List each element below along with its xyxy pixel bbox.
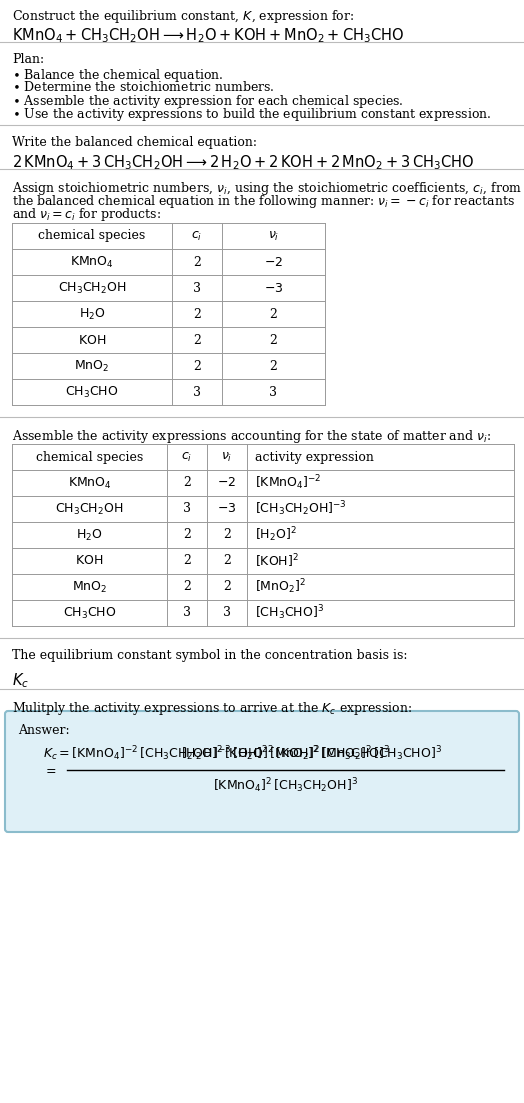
- Text: 2: 2: [223, 528, 231, 542]
- Text: 2: 2: [223, 555, 231, 568]
- Text: 3: 3: [193, 386, 201, 398]
- Text: $\mathrm{H_2O}$: $\mathrm{H_2O}$: [79, 307, 105, 322]
- Text: 2: 2: [269, 333, 277, 346]
- Text: 3: 3: [269, 386, 278, 398]
- Text: 2: 2: [269, 360, 277, 373]
- Text: $\mathrm{H_2O}$: $\mathrm{H_2O}$: [76, 527, 103, 543]
- Text: 2: 2: [193, 308, 201, 321]
- Text: $[\mathrm{CH_3CH_2OH}]^{-3}$: $[\mathrm{CH_3CH_2OH}]^{-3}$: [255, 500, 347, 518]
- Text: $=$: $=$: [43, 763, 57, 777]
- Text: Answer:: Answer:: [18, 724, 70, 737]
- Text: 2: 2: [183, 476, 191, 490]
- Text: $K_c$: $K_c$: [12, 671, 29, 689]
- Text: Assemble the activity expressions accounting for the state of matter and $\nu_i$: Assemble the activity expressions accoun…: [12, 428, 491, 445]
- Text: $[\mathrm{H_2O}]^{2}$: $[\mathrm{H_2O}]^{2}$: [255, 526, 297, 545]
- Text: $\nu_i$: $\nu_i$: [268, 229, 279, 243]
- Text: $\nu_i$: $\nu_i$: [221, 450, 233, 463]
- Text: $\bullet$ Determine the stoichiometric numbers.: $\bullet$ Determine the stoichiometric n…: [12, 81, 275, 94]
- Text: 2: 2: [183, 580, 191, 593]
- Text: 2: 2: [193, 256, 201, 268]
- Text: chemical species: chemical species: [38, 229, 146, 243]
- Text: activity expression: activity expression: [255, 450, 374, 463]
- Text: $\mathrm{2\, KMnO_4 + 3\, CH_3CH_2OH \longrightarrow 2\, H_2O + 2\, KOH + 2\, Mn: $\mathrm{2\, KMnO_4 + 3\, CH_3CH_2OH \lo…: [12, 153, 474, 172]
- FancyBboxPatch shape: [5, 711, 519, 832]
- Text: 2: 2: [183, 555, 191, 568]
- Text: $-3$: $-3$: [217, 503, 237, 515]
- Text: Construct the equilibrium constant, $K$, expression for:: Construct the equilibrium constant, $K$,…: [12, 8, 354, 25]
- Text: and $\nu_i = c_i$ for products:: and $\nu_i = c_i$ for products:: [12, 206, 161, 223]
- Text: $\mathrm{KOH}$: $\mathrm{KOH}$: [75, 555, 104, 568]
- Text: $-3$: $-3$: [264, 281, 283, 295]
- Text: 2: 2: [183, 528, 191, 542]
- Text: 2: 2: [269, 308, 277, 321]
- Text: $\bullet$ Use the activity expressions to build the equilibrium constant express: $\bullet$ Use the activity expressions t…: [12, 106, 492, 124]
- Text: $\mathrm{KOH}$: $\mathrm{KOH}$: [78, 333, 106, 346]
- Text: $[\mathrm{H_2O}]^{2}\,[\mathrm{KOH}]^{2}\,[\mathrm{MnO_2}]^{2}\,[\mathrm{CH_3CHO: $[\mathrm{H_2O}]^{2}\,[\mathrm{KOH}]^{2}…: [181, 745, 390, 763]
- Text: $[\mathrm{KMnO_4}]^{-2}$: $[\mathrm{KMnO_4}]^{-2}$: [255, 473, 322, 492]
- Text: $-2$: $-2$: [217, 476, 236, 490]
- Text: $\bullet$ Balance the chemical equation.: $\bullet$ Balance the chemical equation.: [12, 67, 224, 84]
- Text: $\mathrm{MnO_2}$: $\mathrm{MnO_2}$: [74, 358, 110, 374]
- Text: $\mathrm{CH_3CH_2OH}$: $\mathrm{CH_3CH_2OH}$: [56, 502, 124, 516]
- Text: $\mathrm{CH_3CH_2OH}$: $\mathrm{CH_3CH_2OH}$: [58, 280, 126, 296]
- Text: 2: 2: [223, 580, 231, 593]
- Text: $\mathrm{CH_3CHO}$: $\mathrm{CH_3CHO}$: [66, 385, 119, 399]
- Text: The equilibrium constant symbol in the concentration basis is:: The equilibrium constant symbol in the c…: [12, 649, 408, 662]
- Text: Plan:: Plan:: [12, 53, 44, 66]
- Text: the balanced chemical equation in the following manner: $\nu_i = -c_i$ for react: the balanced chemical equation in the fo…: [12, 193, 515, 210]
- Text: Write the balanced chemical equation:: Write the balanced chemical equation:: [12, 136, 257, 149]
- Text: 3: 3: [223, 607, 231, 620]
- Text: $[\mathrm{KOH}]^{2}$: $[\mathrm{KOH}]^{2}$: [255, 553, 299, 570]
- Text: Assign stoichiometric numbers, $\nu_i$, using the stoichiometric coefficients, $: Assign stoichiometric numbers, $\nu_i$, …: [12, 180, 522, 197]
- Text: $\mathrm{CH_3CHO}$: $\mathrm{CH_3CHO}$: [63, 606, 116, 621]
- Text: 3: 3: [183, 503, 191, 515]
- Text: $c_i$: $c_i$: [181, 450, 193, 463]
- Text: 2: 2: [193, 360, 201, 373]
- Text: $-2$: $-2$: [264, 256, 283, 268]
- Text: 2: 2: [193, 333, 201, 346]
- Text: $[\mathrm{KMnO_4}]^{2}\,[\mathrm{CH_3CH_2OH}]^{3}$: $[\mathrm{KMnO_4}]^{2}\,[\mathrm{CH_3CH_…: [213, 777, 358, 795]
- Text: $\mathrm{KMnO_4 + CH_3CH_2OH \longrightarrow H_2O + KOH + MnO_2 + CH_3CHO}$: $\mathrm{KMnO_4 + CH_3CH_2OH \longrighta…: [12, 26, 405, 45]
- Text: $[\mathrm{MnO_2}]^{2}$: $[\mathrm{MnO_2}]^{2}$: [255, 578, 306, 597]
- Text: Mulitply the activity expressions to arrive at the $K_c$ expression:: Mulitply the activity expressions to arr…: [12, 700, 412, 717]
- Text: $c_i$: $c_i$: [191, 229, 203, 243]
- Text: $K_c = [\mathrm{KMnO_4}]^{-2}\,[\mathrm{CH_3CH_2OH}]^{-3}\,[\mathrm{H_2O}]^{2}\,: $K_c = [\mathrm{KMnO_4}]^{-2}\,[\mathrm{…: [43, 745, 442, 762]
- Text: $\mathrm{MnO_2}$: $\mathrm{MnO_2}$: [72, 579, 107, 595]
- Text: chemical species: chemical species: [36, 450, 143, 463]
- Text: 3: 3: [183, 607, 191, 620]
- Text: 3: 3: [193, 281, 201, 295]
- Text: $\bullet$ Assemble the activity expression for each chemical species.: $\bullet$ Assemble the activity expressi…: [12, 93, 403, 110]
- Text: $\mathrm{KMnO_4}$: $\mathrm{KMnO_4}$: [68, 475, 112, 491]
- Text: $[\mathrm{CH_3CHO}]^{3}$: $[\mathrm{CH_3CHO}]^{3}$: [255, 603, 324, 622]
- Text: $\mathrm{KMnO_4}$: $\mathrm{KMnO_4}$: [70, 255, 114, 269]
